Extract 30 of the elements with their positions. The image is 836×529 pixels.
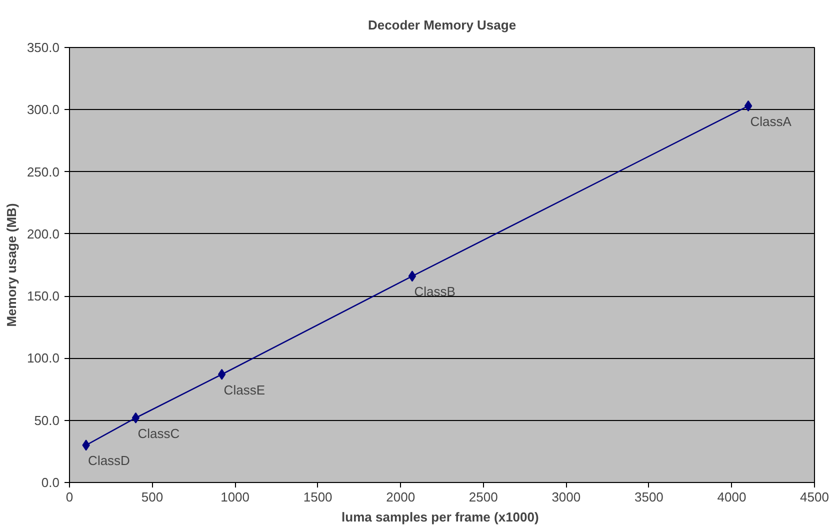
annotation: ClassC (138, 426, 180, 441)
x-tick-label: 2500 (468, 490, 498, 504)
x-tick-label: 1000 (220, 490, 250, 504)
annotation: ClassB (414, 284, 456, 300)
y-tick-label: 150.0 (26, 288, 60, 304)
point (132, 412, 140, 424)
y-tick-label: 300.0 (26, 102, 60, 118)
point (744, 100, 752, 112)
x-tick-label: 3000 (552, 490, 581, 504)
annotation: ClassE (224, 382, 266, 398)
x-tick-label: 500 (141, 490, 164, 504)
y-tick-label: 250.0 (26, 164, 60, 180)
x-tick-label: 0 (66, 490, 74, 504)
y-tick-label: 200.0 (26, 226, 60, 242)
y-tick-label: 50.0 (34, 412, 60, 428)
y-tick-label: 350.0 (26, 40, 60, 55)
annotation: ClassD (88, 453, 130, 468)
x-tick-label: 1500 (303, 490, 332, 504)
point (408, 270, 416, 282)
x-tick-label: 4500 (800, 490, 829, 504)
x-tick-label: 4000 (717, 490, 746, 504)
x-axis-title: luma samples per frame (x1000) (342, 510, 539, 524)
x-tick-label: 3500 (634, 490, 664, 504)
x-tick-label: 2000 (386, 490, 416, 504)
annotation: ClassA (750, 114, 792, 129)
point (218, 368, 226, 380)
chart-title: Decoder Memory Usage (368, 18, 516, 32)
y-axis-title: Memory usage (MB) (4, 203, 19, 327)
y-tick-label: 100.0 (26, 350, 60, 366)
y-tick-label: 0.0 (41, 475, 60, 490)
